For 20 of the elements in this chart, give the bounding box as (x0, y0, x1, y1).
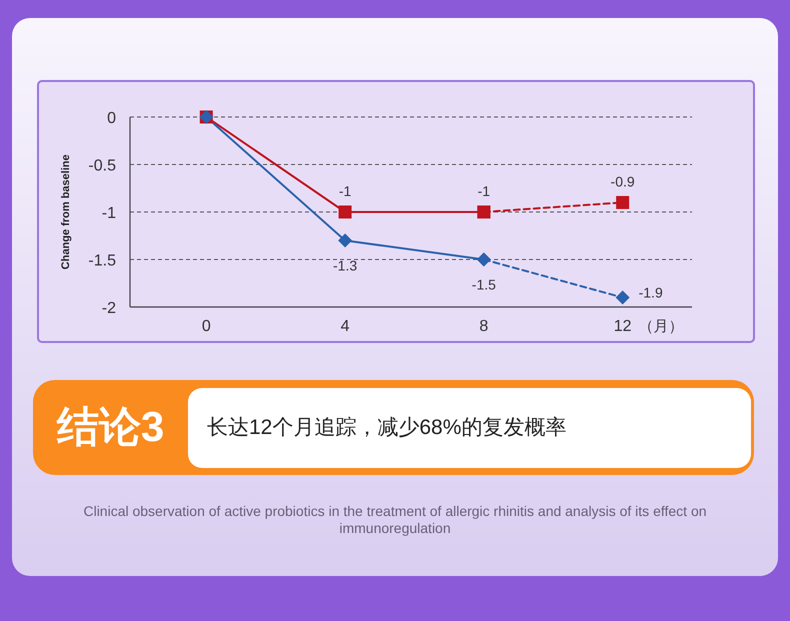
text: 长达12个月追踪，减少68%的复发概率 (207, 415, 568, 441)
x-tick-label: 12 (614, 318, 632, 335)
x-axis-title: （月） (638, 318, 684, 335)
y-tick-label: -1 (102, 205, 116, 222)
data-label: -0.9 (610, 174, 635, 190)
x-tick-label: 8 (479, 318, 488, 335)
y-tick-label: -1.5 (88, 252, 116, 270)
y-axis-title: Change from baseline (60, 154, 72, 270)
text: Clinical observation of active probiotics in the treatment of allergic rhinitis and analysis of its effect on immunoregulation (82, 503, 708, 537)
data-label: -1.5 (472, 276, 496, 292)
data-label: -1.3 (333, 258, 358, 274)
data-label: -1 (338, 183, 352, 199)
y-tick-label: 0 (107, 110, 116, 127)
y-tick-label: -0.5 (88, 158, 116, 174)
x-tick-label: 4 (340, 318, 350, 335)
data-label: -1 (478, 183, 490, 199)
y-tick-label: -2 (102, 300, 116, 317)
data-label: -1.9 (638, 284, 663, 300)
x-tick-label: 0 (202, 318, 211, 335)
text: 结论3 (56, 402, 166, 452)
